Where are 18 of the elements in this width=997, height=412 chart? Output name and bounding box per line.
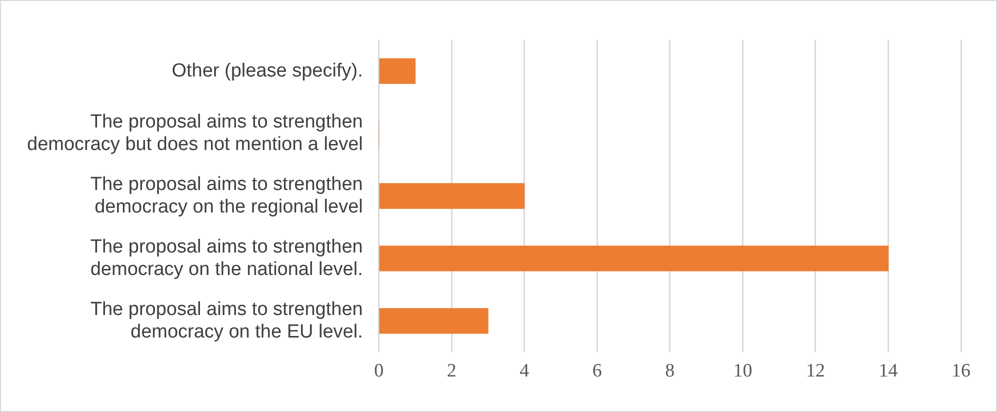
x-tick-label: 8 [665, 360, 675, 382]
y-tick-label: The proposal aims to strengthen democracy on the national level. [90, 236, 363, 280]
y-tick-label: The proposal aims to strengthen democracy but does not mention a level [27, 111, 363, 156]
x-tick-label: 16 [952, 360, 970, 382]
x-tick-label: 0 [374, 360, 384, 382]
y-tick-label: The proposal aims to strengthen democracy on the regional level [90, 174, 363, 218]
x-tick-label: 10 [733, 360, 752, 382]
x-tick-label: 14 [878, 360, 898, 382]
x-tick-label: 6 [592, 360, 602, 382]
y-tick-label: Other (please specify). [172, 60, 363, 82]
bar [379, 308, 488, 334]
y-tick-label: The proposal aims to strengthen democracy on the EU level. [90, 298, 363, 343]
x-tick-label: 4 [520, 360, 530, 382]
bar [379, 58, 416, 84]
bar [379, 183, 525, 209]
x-tick-label: 12 [806, 360, 825, 382]
x-tick-label: 2 [446, 360, 456, 382]
bar [379, 246, 889, 272]
